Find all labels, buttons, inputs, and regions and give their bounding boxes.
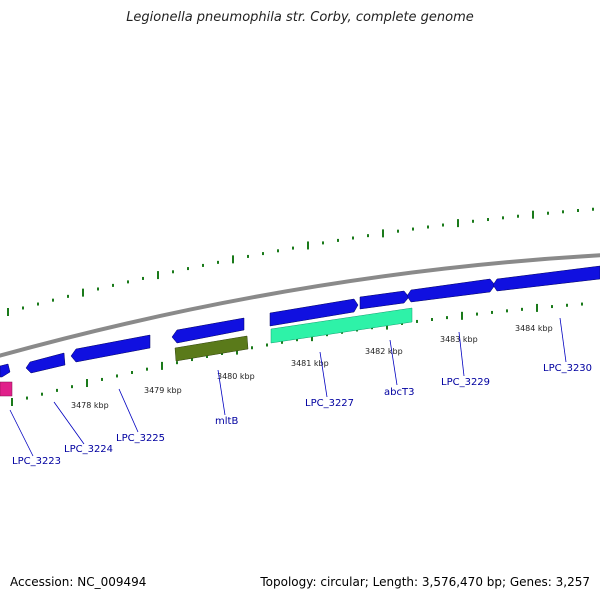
topology-summary-text: Topology: circular; Length: 3,576,470 bp… — [260, 575, 590, 589]
gene-lpc3228-arrow[interactable] — [359, 290, 410, 310]
gene-lpc3224-arrow[interactable] — [25, 352, 66, 374]
gene-label-lpc3230[interactable]: LPC_3230 — [543, 363, 592, 374]
gene-label-abcT3[interactable]: abcT3 — [384, 387, 414, 398]
genome-backbone — [0, 253, 600, 358]
gene-lpc3230-arrow[interactable] — [492, 265, 600, 292]
gene-label-lines — [9, 317, 567, 457]
gene-lpc3225-arrow[interactable] — [70, 334, 151, 363]
gene-label-lpc3225[interactable]: LPC_3225 — [116, 433, 165, 444]
map-title: Legionella pneumophila str. Corby, compl… — [126, 10, 474, 25]
scale-label-3481: 3481 kbp — [291, 359, 329, 368]
gene-lpc3229-arrow[interactable] — [406, 278, 496, 303]
scale-label-3479: 3479 kbp — [144, 386, 182, 395]
gene-label-mltB[interactable]: mltB — [215, 416, 238, 427]
scale-label-3484: 3484 kbp — [515, 324, 553, 333]
scale-label-3483: 3483 kbp — [440, 335, 478, 344]
accession-text: Accession: NC_009494 — [10, 575, 147, 589]
gene-label-lpc3224[interactable]: LPC_3224 — [64, 444, 113, 455]
gene-mltB-bar[interactable] — [174, 335, 249, 362]
scale-label-3478: 3478 kbp — [71, 401, 109, 410]
scale-label-3480: 3480 kbp — [217, 372, 255, 381]
gene-pink-marker[interactable] — [0, 381, 13, 397]
gene-abcT3-bar[interactable] — [270, 307, 413, 344]
gene-label-lpc3229[interactable]: LPC_3229 — [441, 377, 490, 388]
gene-lpc3226-arrow[interactable] — [171, 317, 245, 344]
outer-tick-row — [7, 207, 594, 316]
gene-lpc3227-arrow[interactable] — [269, 298, 359, 327]
scale-label-3482: 3482 kbp — [365, 347, 403, 356]
gene-label-lpc3223[interactable]: LPC_3223 — [12, 456, 61, 467]
gene-label-lpc3227[interactable]: LPC_3227 — [305, 398, 354, 409]
gene-lpc3223-fragment[interactable] — [0, 363, 11, 378]
